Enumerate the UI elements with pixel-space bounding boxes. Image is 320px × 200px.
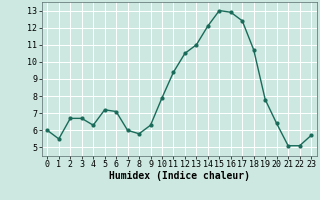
X-axis label: Humidex (Indice chaleur): Humidex (Indice chaleur) bbox=[109, 171, 250, 181]
